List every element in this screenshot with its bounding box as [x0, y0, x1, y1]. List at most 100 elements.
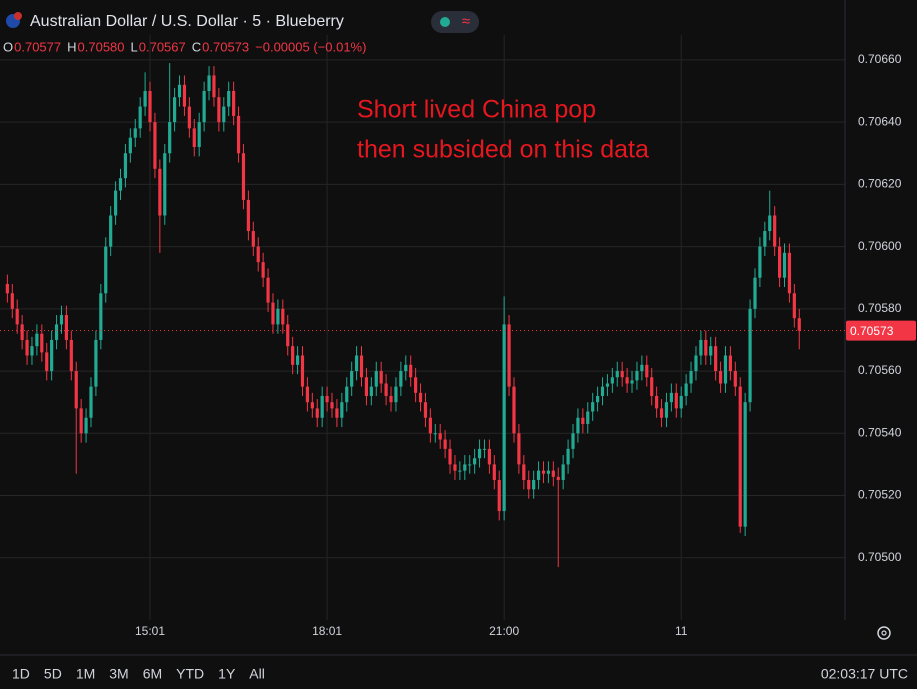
candle-body [256, 246, 260, 263]
candle-body [291, 346, 295, 365]
candle-body [714, 346, 718, 372]
candle-body [645, 364, 649, 378]
candle-body [551, 470, 555, 477]
candle-body [787, 252, 792, 294]
candle-body [689, 371, 693, 384]
candle-body [728, 355, 732, 372]
ohlc-change: −0.00005 (−0.01%) [255, 39, 366, 54]
candle-body [89, 386, 93, 418]
ohlc-value: 0.70580 [78, 39, 125, 54]
candle-body [40, 333, 44, 353]
candle-body [502, 324, 506, 512]
candle-body [709, 346, 713, 356]
candle-body [699, 339, 703, 356]
candle-body [25, 339, 29, 356]
candle-body [246, 199, 250, 232]
range-button[interactable]: 1M [76, 666, 95, 682]
y-tick-label: 0.70520 [858, 488, 902, 502]
candle-body [635, 371, 639, 381]
candle-body [773, 215, 777, 247]
candle-body [261, 262, 265, 278]
candle-body [399, 371, 403, 387]
range-button[interactable]: 1D [12, 666, 30, 682]
candle-body [217, 97, 221, 123]
y-tick-label: 0.70580 [858, 301, 902, 315]
candle-body [177, 84, 182, 98]
range-button[interactable]: 1Y [218, 666, 236, 682]
candle-body [782, 252, 787, 278]
candle-body [182, 84, 187, 107]
y-tick-label: 0.70560 [858, 363, 902, 377]
candle-body [69, 339, 73, 372]
candle-body [605, 383, 610, 387]
candle-body [625, 377, 629, 384]
y-tick-label: 0.70620 [858, 177, 902, 191]
range-button[interactable]: 6M [143, 666, 162, 682]
range-button[interactable]: All [249, 666, 265, 682]
candle-body [54, 324, 59, 340]
candle-body [428, 417, 432, 434]
candle-body [576, 417, 580, 434]
range-button[interactable]: YTD [176, 666, 204, 682]
candle-body [364, 377, 369, 396]
candle-body [507, 324, 511, 387]
candle-body [758, 246, 762, 278]
candle-body [64, 315, 68, 340]
candle-body [207, 75, 211, 92]
annotation: Short lived China pop then subsided on th… [357, 96, 649, 164]
y-tick-label: 0.70540 [858, 425, 902, 439]
candle-body [271, 302, 275, 325]
candle-body [738, 386, 742, 527]
candle-body [620, 371, 624, 378]
candle-body [497, 479, 501, 512]
candle-body [59, 315, 64, 325]
candle-body [458, 470, 462, 472]
candle-body [768, 215, 772, 232]
candle-body [10, 293, 14, 309]
candle-body [232, 91, 236, 116]
candle-body [679, 395, 683, 409]
candle-body [320, 395, 324, 418]
candle-body [414, 377, 418, 393]
candle-body [418, 392, 423, 403]
symbol-icon [14, 12, 22, 20]
settings-icon [881, 630, 887, 636]
candle-body [659, 408, 664, 418]
status-badge[interactable] [431, 11, 479, 33]
candle-body [463, 464, 467, 471]
candle-body [600, 386, 605, 396]
candle-body [340, 402, 344, 418]
candle-body [561, 464, 565, 480]
candle-body [404, 364, 408, 372]
candle-body [45, 352, 49, 372]
candle-body [468, 464, 472, 466]
candle-body [251, 231, 255, 247]
range-button[interactable]: 3M [109, 666, 128, 682]
candle-body [655, 395, 659, 409]
candle-body [748, 308, 752, 403]
candle-body [718, 371, 723, 384]
settings-icon[interactable] [877, 626, 891, 640]
candle-body [591, 402, 595, 412]
range-button[interactable]: 5D [44, 666, 62, 682]
candle-body [281, 308, 285, 325]
candle-body [79, 408, 83, 434]
x-tick-label: 21:00 [489, 624, 519, 638]
candle-body [173, 97, 177, 123]
candle-body [202, 91, 206, 123]
candle-body [733, 371, 737, 387]
y-tick-label: 0.70600 [858, 239, 902, 253]
candle-body [286, 324, 290, 347]
y-tick-label: 0.70660 [858, 52, 902, 66]
symbol-title[interactable]: Australian Dollar / U.S. Dollar · 5 · Bl… [30, 13, 344, 30]
candle-body [423, 402, 428, 418]
candle-body [30, 346, 34, 356]
candle-body [99, 293, 103, 340]
candle-body [389, 395, 393, 403]
candle-body [650, 377, 654, 396]
candle-body [753, 277, 757, 309]
candle-body [546, 470, 551, 474]
candle-body [168, 122, 172, 154]
